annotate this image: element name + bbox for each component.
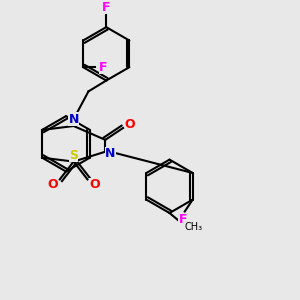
Text: N: N [68, 112, 79, 126]
Text: F: F [99, 61, 107, 74]
Text: O: O [125, 118, 135, 130]
Text: F: F [102, 1, 110, 14]
Text: N: N [105, 147, 116, 160]
Text: O: O [89, 178, 100, 191]
Text: S: S [69, 149, 78, 162]
Text: F: F [178, 213, 187, 226]
Text: O: O [48, 178, 58, 191]
Text: CH₃: CH₃ [184, 222, 202, 232]
